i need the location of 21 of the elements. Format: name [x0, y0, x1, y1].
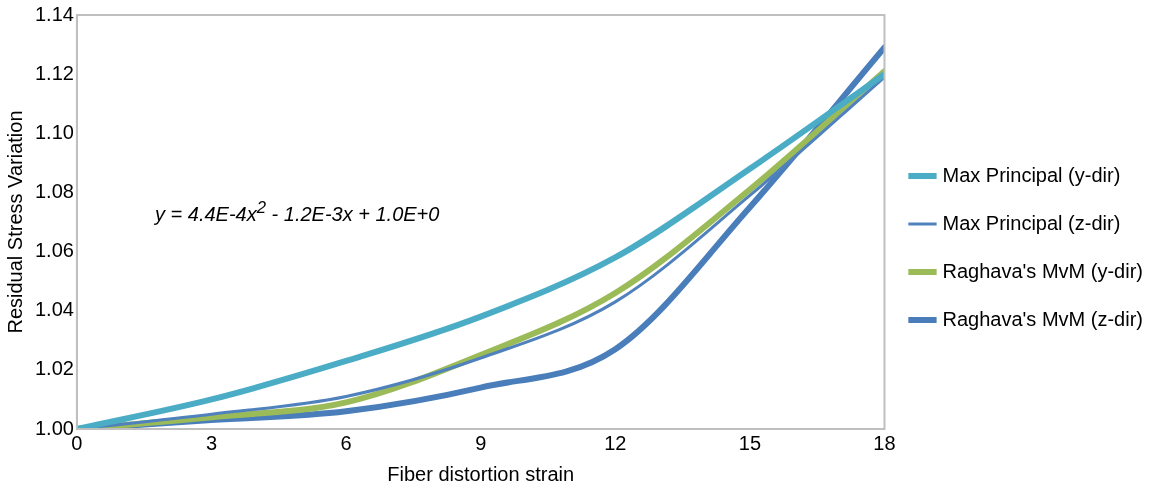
- y-tick-label: 1.00: [34, 416, 74, 439]
- x-tick-label: 3: [205, 431, 218, 454]
- legend-label: Raghava's MvM (z-dir): [942, 307, 1144, 330]
- x-tick-label: 18: [873, 431, 896, 454]
- y-tick-label: 1.10: [34, 120, 74, 143]
- y-tick-label: 1.04: [34, 298, 74, 321]
- x-tick-label: 9: [475, 431, 487, 454]
- x-tick-label: 6: [340, 431, 352, 454]
- x-axis-title: Fiber distortion strain: [387, 462, 575, 485]
- annotation: y = 4.4E-4x$^{2}$ - 1.2E-3x + 1.0E+0: [155, 198, 440, 226]
- legend-label: Max Principal (z-dir): [942, 211, 1121, 234]
- y-tick-label: 1.06: [34, 239, 74, 262]
- legend-label: Raghava's MvM (y-dir): [942, 259, 1144, 282]
- x-tick-label: 12: [604, 431, 627, 454]
- x-tick-label: 15: [738, 431, 762, 454]
- legend-label: Max Principal (y-dir): [942, 163, 1121, 186]
- y-tick-label: 1.08: [34, 179, 74, 202]
- y-axis-title: Residual Stress Variation: [3, 110, 26, 334]
- y-tick-label: 1.02: [34, 357, 74, 380]
- y-tick-label: 1.12: [34, 61, 74, 84]
- y-tick-label: 1.14: [34, 2, 74, 25]
